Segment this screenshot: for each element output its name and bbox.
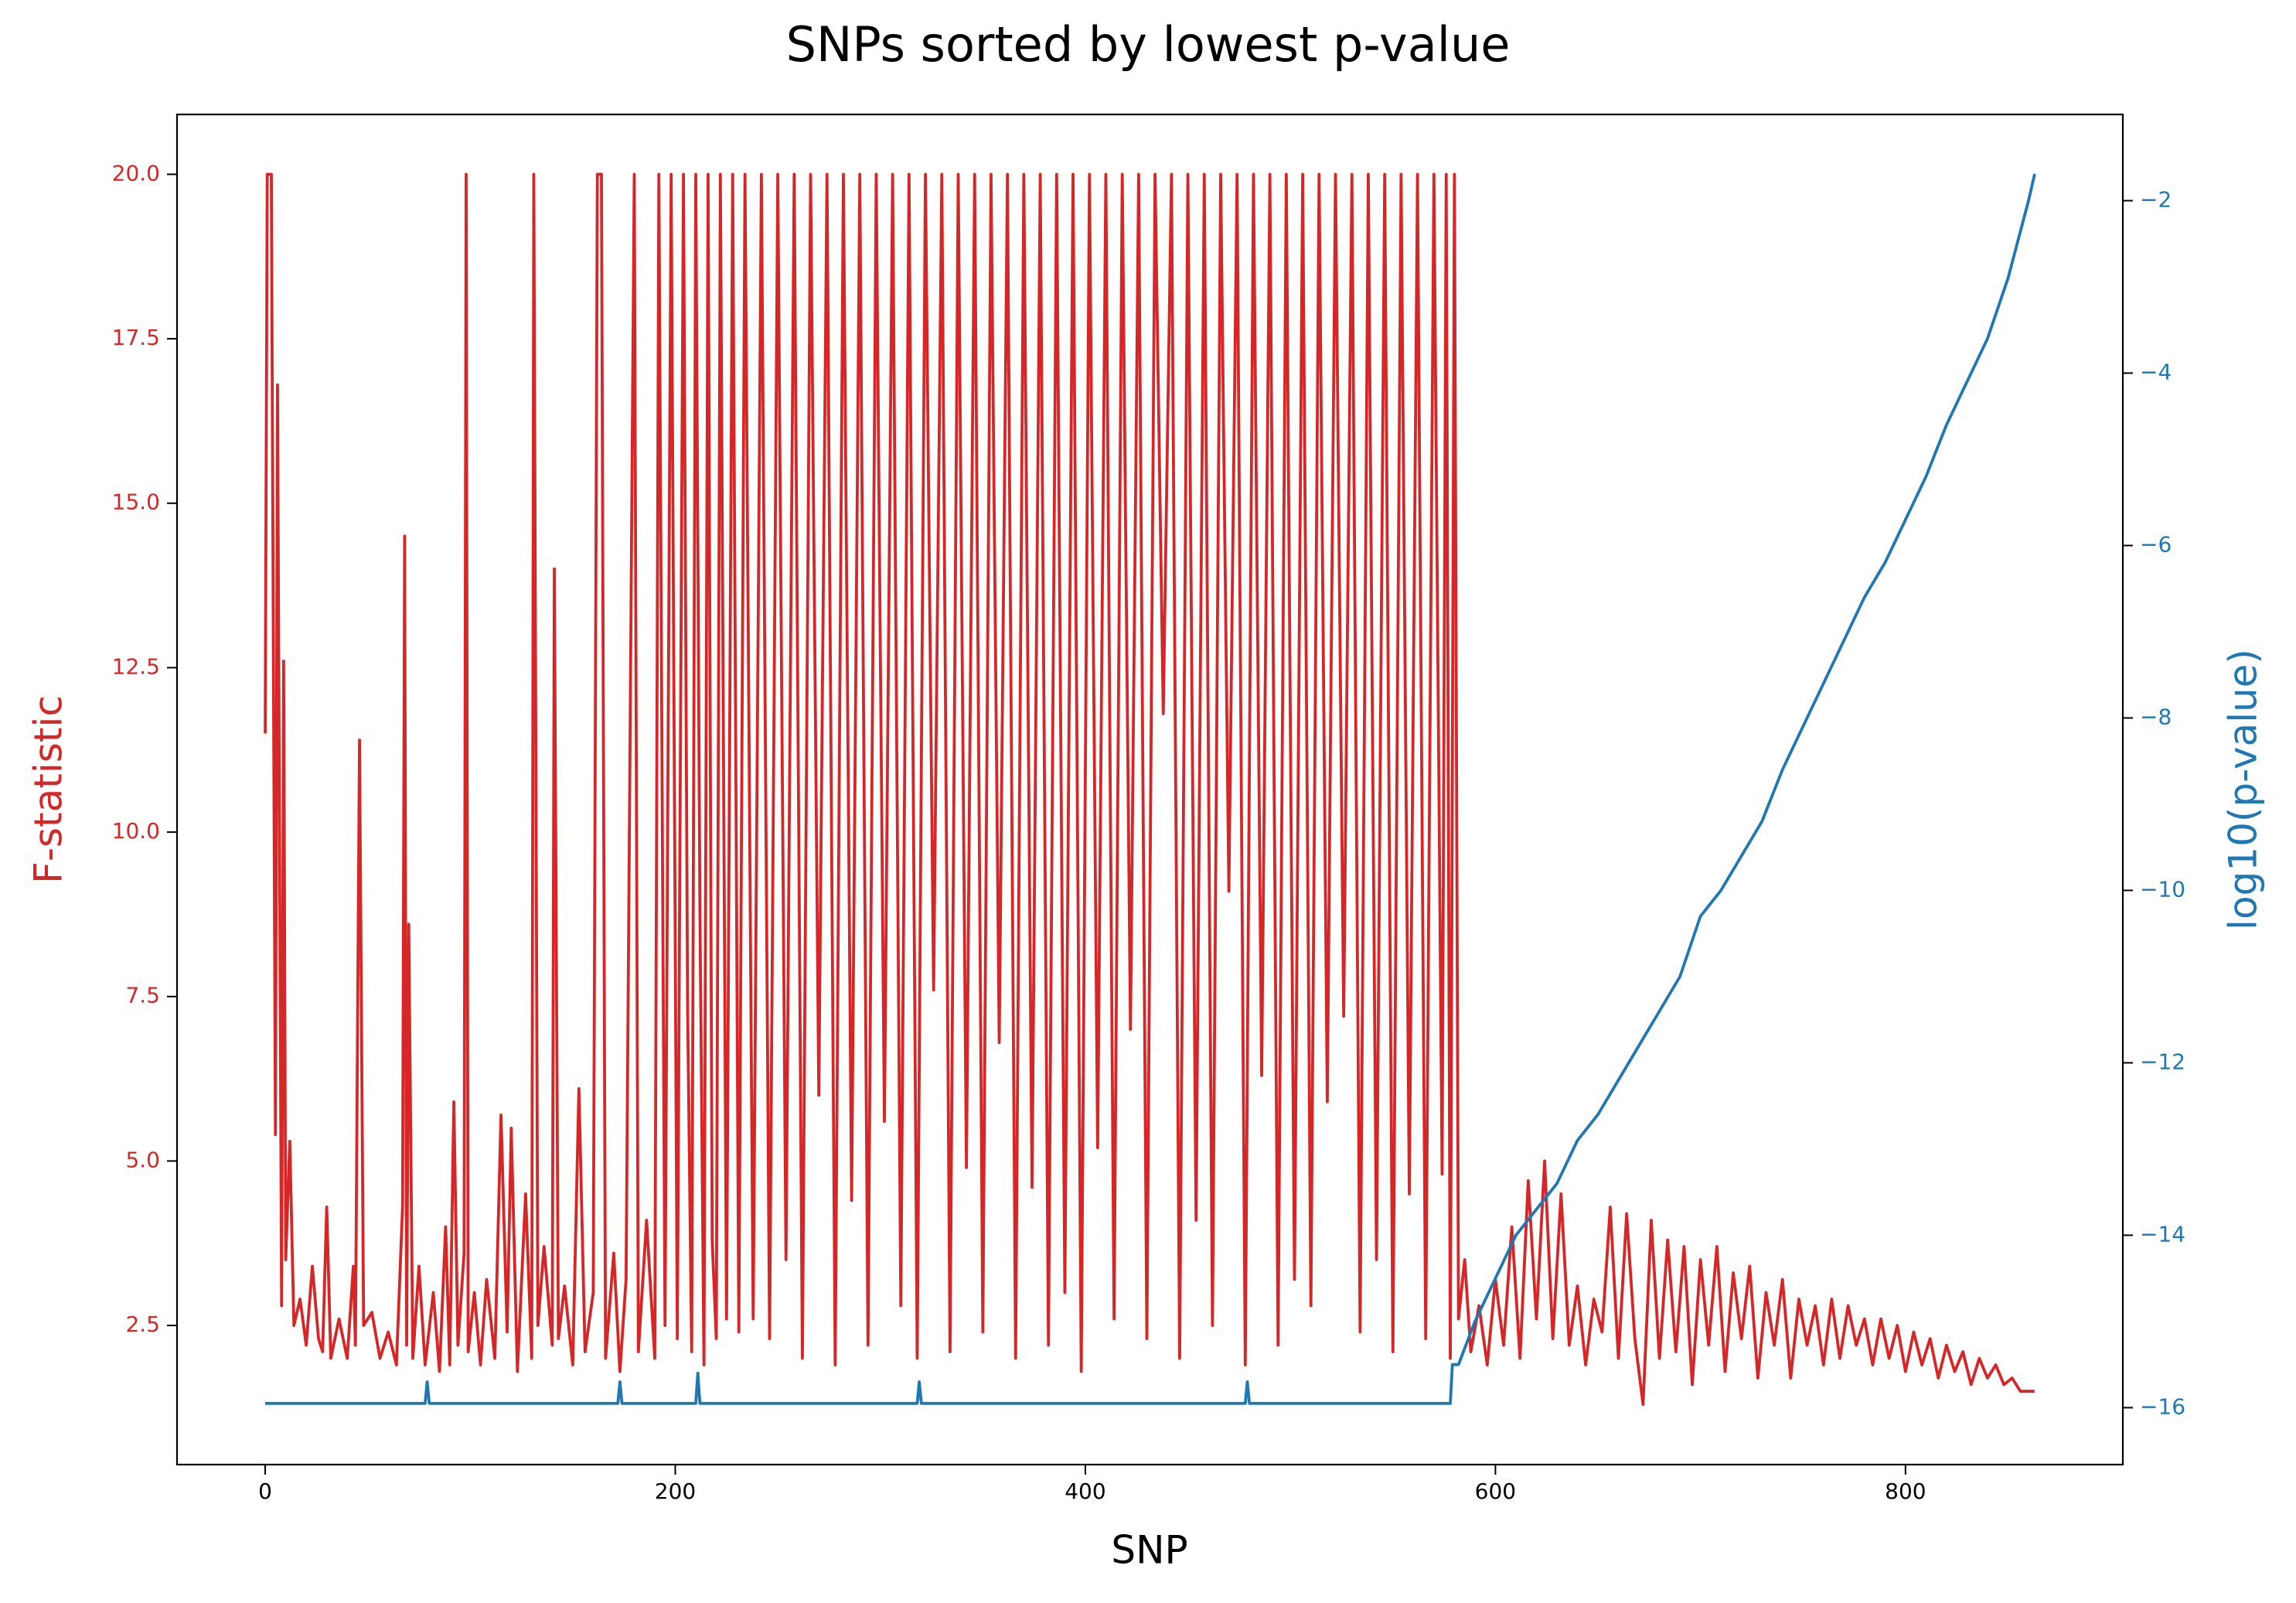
- y2-tick-label: −10: [2140, 876, 2185, 902]
- y-tick-label: 20.0: [112, 160, 160, 186]
- x-tick-label: 200: [655, 1479, 696, 1504]
- y2-tick-label: −6: [2140, 531, 2172, 557]
- y-tick-label: 10.0: [112, 818, 160, 844]
- y2-tick-label: −16: [2140, 1393, 2185, 1419]
- y2-axis-label: log10(p-value): [2221, 649, 2266, 930]
- y2-tick-label: −4: [2140, 359, 2172, 384]
- chart-title: SNPs sorted by lowest p-value: [786, 16, 1511, 73]
- y2-tick-label: −2: [2140, 186, 2172, 212]
- y-tick-label: 15.0: [112, 489, 160, 515]
- plot-frame: [175, 113, 2124, 1466]
- y2-tick-label: −8: [2140, 704, 2172, 729]
- series-line: [265, 173, 2036, 1405]
- y-axis-label: F-statistic: [26, 695, 71, 884]
- y2-tick-label: −14: [2140, 1221, 2185, 1247]
- series-line: [264, 172, 2035, 1407]
- x-tick-label: 800: [1885, 1479, 1926, 1504]
- y-tick-label: 17.5: [112, 325, 160, 350]
- x-tick-label: 600: [1475, 1479, 1516, 1504]
- y-tick-label: 5.0: [125, 1147, 160, 1172]
- x-tick-label: 0: [258, 1479, 272, 1504]
- y-tick-label: 2.5: [125, 1311, 160, 1337]
- x-axis-label: SNP: [1111, 1528, 1187, 1573]
- y2-tick-label: −12: [2140, 1049, 2185, 1074]
- y-tick-label: 12.5: [112, 653, 160, 679]
- x-tick-label: 400: [1065, 1479, 1105, 1504]
- y-tick-label: 7.5: [125, 983, 160, 1008]
